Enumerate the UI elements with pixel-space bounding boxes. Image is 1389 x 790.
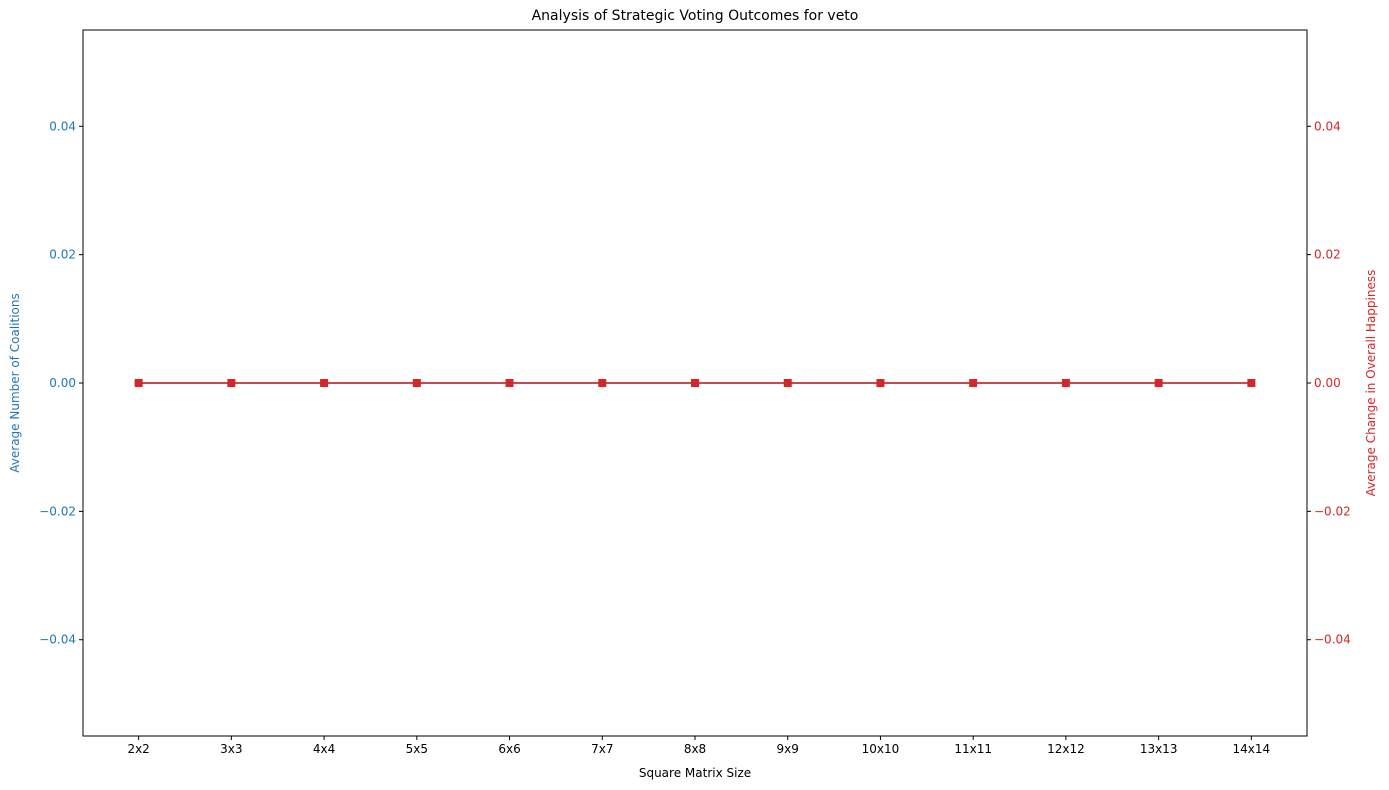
series-2-point: [412, 379, 421, 387]
left-tick-label: 0.04: [49, 119, 76, 133]
series-layer: [134, 379, 1256, 387]
left-axis-ticks: −0.04 −0.02 0.00 0.02 0.04: [39, 119, 83, 647]
right-axis-ticks: −0.04 −0.02 0.00 0.02 0.04: [1307, 119, 1351, 647]
x-tick-label: 10x10: [862, 742, 900, 756]
x-tick-label: 13x13: [1140, 742, 1178, 756]
right-tick-label: 0.04: [1314, 119, 1341, 133]
series-2-point: [969, 379, 978, 387]
x-tick-label: 11x11: [954, 742, 992, 756]
series-2-point: [134, 379, 143, 387]
right-tick-label: 0.00: [1314, 376, 1341, 390]
series-2-point: [1061, 379, 1070, 387]
left-tick-label: −0.04: [39, 633, 76, 647]
chart-title: Analysis of Strategic Voting Outcomes fo…: [532, 8, 859, 24]
x-tick-label: 4x4: [313, 742, 335, 756]
left-tick-label: −0.02: [39, 504, 76, 518]
x-tick-label: 7x7: [591, 742, 613, 756]
x-tick-label: 9x9: [777, 742, 799, 756]
series-2-point: [227, 379, 236, 387]
series-2-point: [691, 379, 699, 387]
right-tick-label: 0.02: [1314, 248, 1341, 262]
series-2-point: [598, 379, 607, 387]
series-2-point: [505, 379, 514, 387]
x-axis-ticks: 2x2 3x3 4x4 5x5 6x6 7x7 8x8 9x9 10x10 11x11 12x12 1…: [127, 736, 1270, 756]
series-2-point: [783, 379, 792, 387]
series-2-point: [1154, 379, 1163, 387]
x-tick-label: 3x3: [220, 742, 242, 756]
x-tick-label: 8x8: [684, 742, 706, 756]
right-tick-label: −0.04: [1314, 633, 1351, 647]
left-axis-label: Average Number of Coalitions: [8, 293, 22, 472]
x-tick-label: 2x2: [127, 742, 149, 756]
series-2-point: [1247, 379, 1256, 387]
left-tick-label: 0.00: [49, 376, 76, 390]
x-tick-label: 12x12: [1047, 742, 1085, 756]
x-tick-label: 14x14: [1233, 742, 1271, 756]
series-2-point: [876, 379, 885, 387]
right-axis-label: Average Change in Overall Happiness: [1364, 270, 1378, 497]
left-tick-label: 0.02: [49, 248, 76, 262]
right-tick-label: −0.02: [1314, 504, 1351, 518]
x-axis-label: Square Matrix Size: [639, 766, 751, 780]
x-tick-label: 6x6: [498, 742, 520, 756]
x-tick-label: 5x5: [406, 742, 428, 756]
series-2-point: [320, 379, 329, 387]
